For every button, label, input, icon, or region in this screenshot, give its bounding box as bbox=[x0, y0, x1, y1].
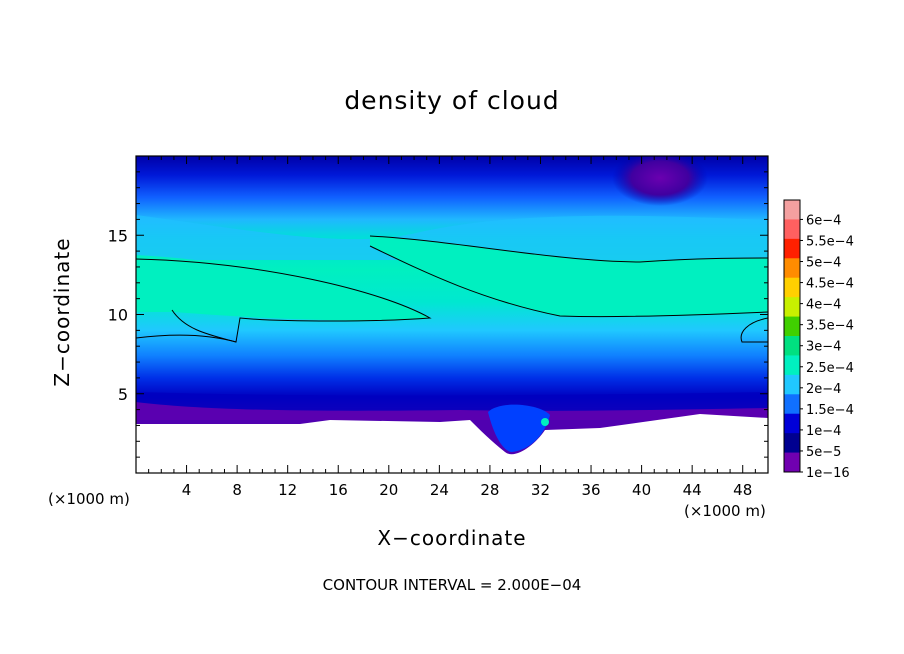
colorbar-frame bbox=[783, 199, 801, 473]
z-units-label: (×1000 m) bbox=[48, 490, 130, 508]
contour-interval-note: CONTOUR INTERVAL = 2.000E−04 bbox=[322, 576, 582, 594]
x-tick-label: 4 bbox=[182, 481, 192, 499]
colorbar-label: 5e−5 bbox=[806, 445, 841, 460]
colorbar: 6e−4 5.5e−4 5e−4 4.5e−4 4e−4 3.5e−4 3e−4 2.5e−4… bbox=[783, 199, 854, 481]
x-tick-label: 24 bbox=[430, 481, 449, 499]
colorbar-swatch bbox=[784, 452, 800, 473]
chart-title: density of cloud bbox=[344, 86, 560, 115]
colorbar-label: 3.5e−4 bbox=[806, 319, 854, 334]
colorbar-swatch bbox=[784, 258, 800, 279]
colorbar-swatch bbox=[784, 200, 800, 220]
y-tick-label: 5 bbox=[118, 385, 128, 404]
colorbar-label: 2e−4 bbox=[806, 382, 841, 397]
colorbar-swatch bbox=[784, 374, 800, 395]
colorbar-swatch bbox=[784, 219, 800, 240]
x-tick-label: 28 bbox=[480, 481, 499, 499]
colorbar-label: 1e−16 bbox=[806, 466, 850, 481]
x-tick-label: 20 bbox=[379, 481, 398, 499]
x-tick-label: 48 bbox=[733, 481, 752, 499]
colorbar-label: 5e−4 bbox=[806, 256, 841, 271]
colorbar-swatch bbox=[784, 316, 800, 337]
x-tick-label: 36 bbox=[581, 481, 600, 499]
x-units-label: (×1000 m) bbox=[684, 502, 766, 520]
colorbar-swatch bbox=[784, 277, 800, 298]
colorbar-swatch bbox=[784, 238, 800, 259]
y-axis: 5 10 15 bbox=[108, 171, 768, 458]
colorbar-label: 2.5e−4 bbox=[806, 361, 854, 376]
x-tick-label: 16 bbox=[329, 481, 348, 499]
x-tick-label: 44 bbox=[683, 481, 702, 499]
colorbar-swatch bbox=[784, 336, 800, 356]
colorbar-label: 5.5e−4 bbox=[806, 234, 854, 249]
colorbar-label: 1e−4 bbox=[806, 424, 841, 439]
colorbar-label: 4e−4 bbox=[806, 298, 841, 313]
colorbar-swatch bbox=[784, 413, 800, 434]
colorbar-swatch bbox=[784, 297, 800, 318]
colorbar-swatch bbox=[784, 355, 800, 376]
colorbar-swatch bbox=[784, 433, 800, 454]
colorbar-label: 1.5e−4 bbox=[806, 403, 854, 418]
x-tick-label: 32 bbox=[531, 481, 550, 499]
colorbar-label: 4.5e−4 bbox=[806, 277, 854, 292]
colorbar-swatch bbox=[784, 394, 800, 415]
y-axis-label: Z−coordinate bbox=[50, 237, 74, 387]
x-tick-label: 8 bbox=[232, 481, 242, 499]
colorbar-label: 6e−4 bbox=[806, 213, 841, 228]
x-axis-label: X−coordinate bbox=[377, 526, 527, 550]
colorbar-label: 3e−4 bbox=[806, 340, 841, 355]
y-tick-label: 10 bbox=[108, 306, 128, 325]
y-tick-label: 15 bbox=[108, 226, 128, 245]
heatmap-field bbox=[136, 156, 768, 473]
x-axis: 4 8 12 16 20 24 28 32 36 40 44 48 bbox=[148, 156, 756, 499]
x-tick-label: 12 bbox=[278, 481, 297, 499]
x-tick-label: 40 bbox=[632, 481, 651, 499]
